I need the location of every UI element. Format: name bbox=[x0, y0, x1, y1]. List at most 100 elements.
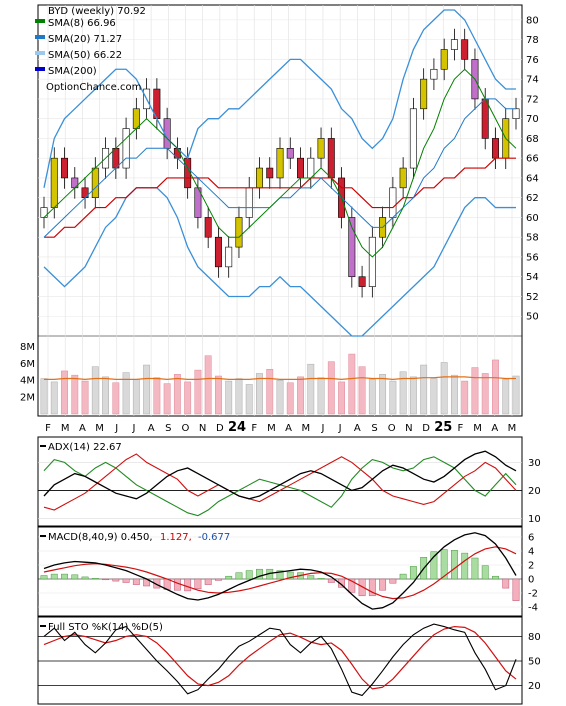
volume-bar bbox=[173, 374, 181, 415]
price-legend: BYD (weekly) 70.92 SMA(8) 66.96 SMA(20) … bbox=[35, 6, 146, 93]
x-tick-label: A bbox=[79, 423, 86, 434]
x-tick-label: S bbox=[165, 423, 171, 434]
macd-histogram-bar bbox=[235, 572, 243, 580]
volume-bar bbox=[81, 380, 89, 415]
candle-body bbox=[368, 236, 376, 287]
macd-histogram-bar bbox=[338, 578, 345, 588]
x-tick-label: A bbox=[285, 423, 292, 434]
macd-histogram-bar bbox=[286, 571, 294, 580]
x-tick-label: F bbox=[45, 423, 51, 434]
macd-histogram-bar bbox=[451, 550, 458, 580]
candle-body bbox=[122, 128, 130, 169]
legend-swatch-sma200 bbox=[35, 67, 45, 71]
volume-bar bbox=[112, 382, 120, 415]
macd-histogram-bar bbox=[368, 578, 376, 597]
macd-histogram-bar bbox=[256, 568, 263, 580]
price-tick-label: 74 bbox=[526, 75, 539, 86]
stochastic-panel-frame bbox=[37, 616, 523, 705]
volume-bar bbox=[122, 372, 130, 415]
price-tick-label: 58 bbox=[526, 233, 539, 244]
bollinger-lower-line bbox=[43, 187, 516, 337]
macd-histogram-bar bbox=[173, 578, 181, 591]
macd-histogram-bar bbox=[409, 566, 417, 580]
macd-histogram-bar bbox=[194, 578, 202, 590]
candle-body bbox=[61, 157, 69, 179]
volume-bar bbox=[297, 376, 304, 415]
volume-bar bbox=[399, 371, 407, 415]
macd-histogram-bar bbox=[471, 557, 479, 580]
x-tick-label: S bbox=[371, 423, 377, 434]
volume-bar bbox=[307, 363, 315, 415]
volume-bar bbox=[420, 364, 428, 415]
x-tick-label: M bbox=[301, 423, 310, 434]
volume-bar bbox=[368, 379, 376, 415]
candle-body bbox=[112, 148, 120, 169]
candle-body bbox=[91, 167, 99, 198]
macd-histogram-bar bbox=[307, 575, 315, 580]
volume-bar bbox=[409, 376, 417, 415]
candle-body bbox=[204, 217, 212, 238]
adx-line bbox=[43, 450, 517, 500]
macd-legend: MACD(8,40,9) 0.450, 1.127, -0.677 bbox=[40, 532, 230, 543]
x-tick-label: O bbox=[182, 423, 190, 434]
candle-body bbox=[245, 187, 253, 218]
volume-bar bbox=[50, 381, 58, 415]
volume-bar bbox=[358, 366, 366, 415]
volume-bar bbox=[235, 378, 243, 415]
volume-bar bbox=[481, 373, 489, 415]
macd-histogram-bar bbox=[71, 574, 79, 580]
ticker-label: BYD (weekly) 70.92 bbox=[48, 6, 146, 17]
candle-body bbox=[409, 108, 417, 169]
candle-body bbox=[512, 108, 520, 119]
sma50-line bbox=[44, 157, 516, 238]
volume-bar bbox=[184, 381, 192, 415]
macd-signal-line bbox=[43, 546, 517, 600]
macd-histogram-bar bbox=[81, 576, 89, 580]
x-tick-label: F bbox=[458, 423, 464, 434]
x-tick-label: M bbox=[508, 423, 517, 434]
candle-body bbox=[491, 138, 499, 159]
volume-bar bbox=[102, 376, 109, 415]
stochastic-tick-label: 20 bbox=[528, 681, 541, 692]
adx-tick-label: 30 bbox=[528, 458, 541, 469]
x-tick-label: F bbox=[251, 423, 257, 434]
volume-bar bbox=[512, 375, 520, 415]
legend-swatch-sma50 bbox=[35, 51, 45, 55]
price-tick-label: 80 bbox=[526, 15, 539, 26]
price-tick-label: 56 bbox=[526, 252, 539, 263]
volume-bar bbox=[132, 379, 140, 415]
volume-tick-label: 2M bbox=[20, 393, 35, 404]
sma8-line bbox=[43, 68, 517, 258]
volume-tick-label: 8M bbox=[20, 342, 35, 353]
x-tick-label: J bbox=[338, 423, 342, 434]
volume-bar bbox=[40, 378, 48, 415]
x-tick-label: M bbox=[473, 423, 482, 434]
candle-body bbox=[358, 276, 366, 287]
x-tick-label: A bbox=[491, 423, 498, 434]
adx-minus-di-line bbox=[43, 453, 517, 511]
macd-histogram-bar bbox=[91, 578, 99, 580]
volume-bar bbox=[215, 375, 222, 415]
macd-histogram-bar bbox=[348, 578, 356, 593]
x-tick-label: N bbox=[199, 423, 206, 434]
volume-bar bbox=[71, 374, 79, 415]
x-tick-label: J bbox=[114, 423, 118, 434]
macd-histogram-bar bbox=[327, 578, 335, 583]
volume-bar bbox=[143, 364, 151, 415]
macd-histogram-bar bbox=[184, 578, 192, 592]
volume-ma-line bbox=[44, 376, 516, 380]
indicator-series bbox=[40, 450, 520, 697]
macd-histogram-bar bbox=[225, 575, 233, 580]
candle-body bbox=[255, 167, 263, 189]
volume-bar bbox=[471, 367, 479, 415]
x-tick-label: M bbox=[61, 423, 70, 434]
stochastic-d-line bbox=[43, 625, 517, 690]
x-tick-label: J bbox=[320, 423, 324, 434]
macd-tick-label: 6 bbox=[528, 533, 534, 544]
adx-tick-label: 20 bbox=[528, 486, 541, 497]
legend-sma50: SMA(50) 66.22 bbox=[48, 50, 122, 61]
x-tick-label: D bbox=[422, 423, 430, 434]
macd-histogram-bar bbox=[40, 575, 48, 580]
candle-body bbox=[297, 157, 305, 179]
macd-histogram-bar bbox=[440, 549, 448, 580]
